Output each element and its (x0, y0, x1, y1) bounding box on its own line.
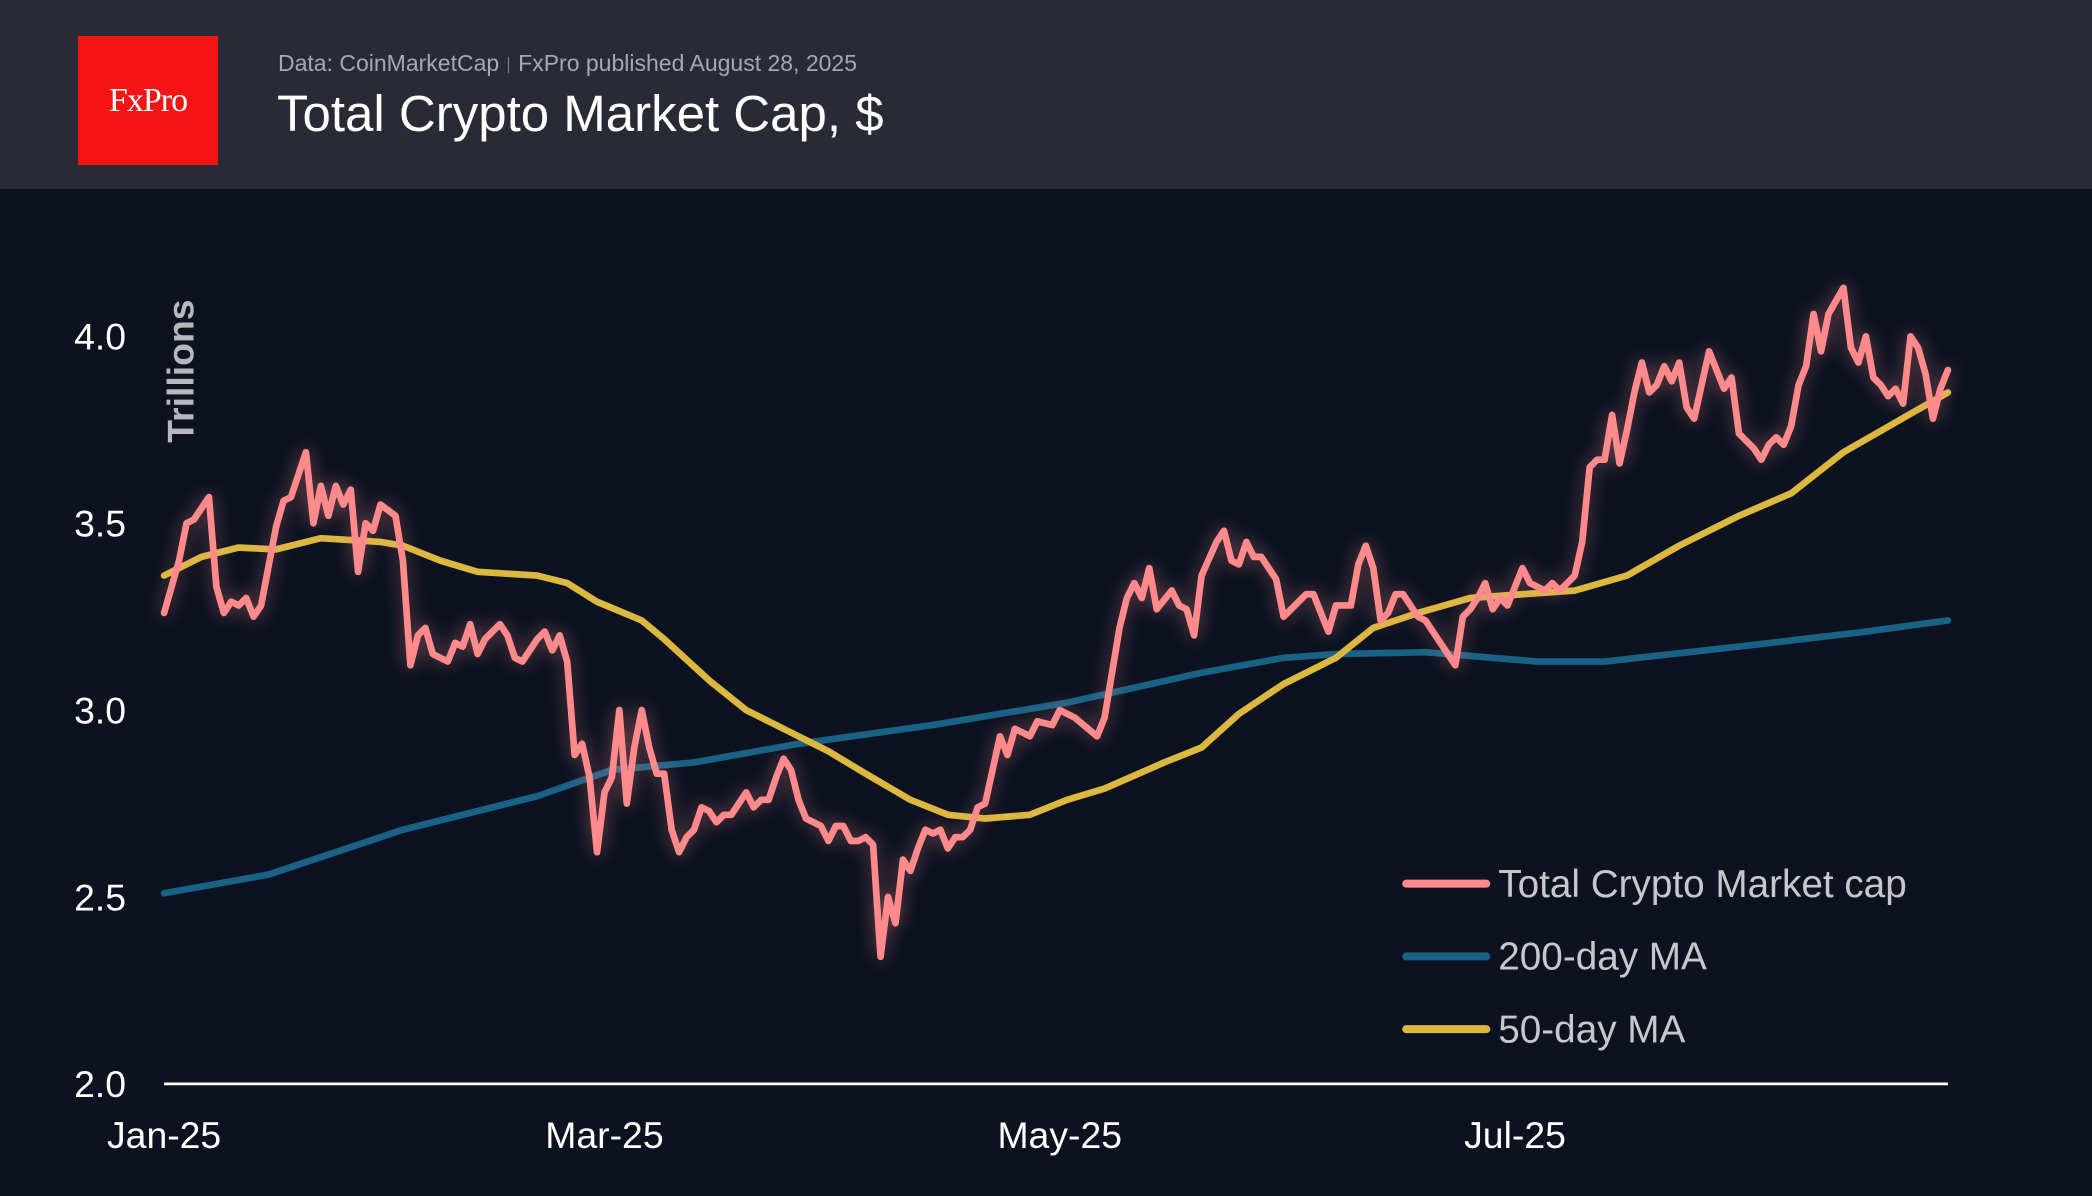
y-tick-label: 2.0 (74, 1063, 126, 1105)
y-axis-label: Trillions (159, 299, 201, 442)
chart-title: Total Crypto Market Cap, $ (277, 85, 884, 142)
y-tick-label: 4.0 (74, 316, 126, 358)
logo-text: FxPro (108, 81, 188, 119)
separator (508, 56, 510, 73)
source-line: Data: CoinMarketCap FxPro published Augus… (278, 50, 857, 77)
legend-label: Total Crypto Market cap (1498, 863, 1906, 906)
legend-label: 200-day MA (1498, 936, 1707, 979)
y-tick-label: 3.5 (74, 503, 126, 545)
data-source: Data: CoinMarketCap (278, 50, 500, 76)
x-tick-label: Mar-25 (545, 1114, 663, 1156)
chart-header: FxPro Data: CoinMarketCap FxPro published… (0, 0, 2092, 189)
x-tick-label: Jul-25 (1464, 1114, 1566, 1156)
series-line-50-day-ma (160, 389, 1952, 822)
x-tick-label: Jan-25 (107, 1114, 221, 1156)
series-line-total-crypto-market-cap (160, 284, 1952, 961)
fxpro-logo: FxPro (78, 36, 218, 165)
series-line-200-day-ma (160, 617, 1952, 897)
published-date: FxPro published August 28, 2025 (518, 50, 858, 76)
x-tick-label: May-25 (997, 1114, 1122, 1156)
legend-label: 50-day MA (1498, 1008, 1685, 1051)
legend: Total Crypto Market cap 200-day MA 50-day … (1402, 863, 1907, 1051)
y-tick-label: 3.0 (74, 689, 126, 731)
y-tick-label: 2.5 (74, 876, 126, 918)
